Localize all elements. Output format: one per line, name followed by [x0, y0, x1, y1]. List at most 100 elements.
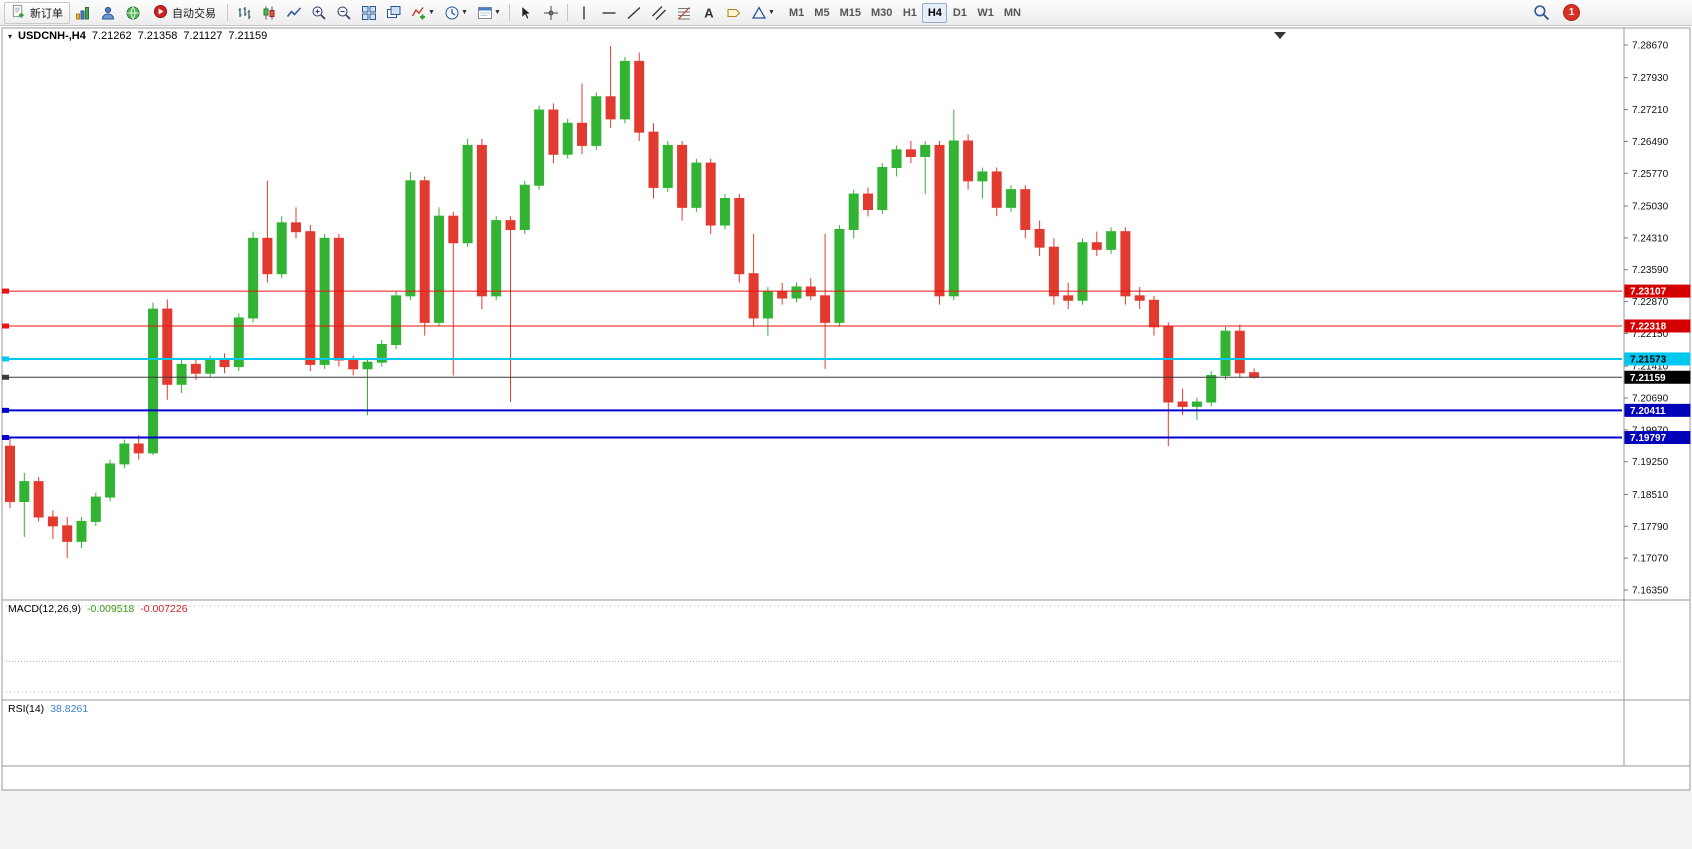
price-scale-label: 7.27210 [1632, 105, 1669, 116]
shapes-tool-button[interactable]: ▼ [747, 2, 779, 24]
bar-chart-mode-button[interactable] [232, 2, 256, 24]
candle-body [1106, 231, 1117, 250]
toolbar-separator [227, 4, 228, 21]
candle-body [5, 445, 15, 503]
profiles-button[interactable] [96, 2, 120, 24]
crosshair-tool-button[interactable] [539, 2, 563, 24]
shapes-caret-icon: ▼ [768, 9, 775, 16]
candle-body [762, 290, 773, 319]
indicators-button[interactable]: ▼ [407, 2, 439, 24]
zoom-in-button[interactable] [307, 2, 331, 24]
periods-button[interactable]: ▼ [440, 2, 472, 24]
timeframe-m1-button[interactable]: M1 [789, 6, 805, 19]
candle-body [963, 140, 974, 182]
candle-body [934, 144, 945, 297]
price-scale-label: 7.21410 [1632, 362, 1669, 373]
autotrading-button[interactable]: 自动交易 [146, 2, 223, 24]
notification-badge[interactable]: 1 [1563, 4, 1580, 21]
fibonacci-tool-button[interactable] [672, 2, 696, 24]
symbol-dropdown-icon[interactable]: ▾ [8, 31, 13, 41]
candle-body [1234, 330, 1245, 374]
candle-body [476, 144, 487, 297]
candle-body [691, 162, 702, 208]
candle-body [991, 171, 1002, 208]
candle-body [1177, 401, 1188, 407]
vertical-line-tool-button[interactable] [572, 2, 596, 24]
price-line-value: 7.19797 [1630, 433, 1667, 444]
price-scale-label: 7.18510 [1632, 490, 1669, 501]
market-watch-button[interactable] [121, 2, 145, 24]
horizontal-line-tool-button[interactable] [597, 2, 621, 24]
candle-body [248, 237, 259, 319]
zoom-out-button[interactable] [332, 2, 356, 24]
timeframe-d1-button[interactable]: D1 [952, 6, 967, 19]
line-left-marker [2, 374, 9, 380]
macd-indicator-label: MACD(12,26,9) -0.009518 -0.007226 [8, 603, 188, 615]
timeframe-h4-button[interactable]: H4 [922, 2, 948, 23]
line-left-marker [2, 288, 9, 294]
toolbar-separator [567, 4, 568, 21]
label-tool-button[interactable] [722, 2, 746, 24]
timeframe-h1-button[interactable]: H1 [902, 6, 917, 19]
chart-plot-area[interactable]: 7.28670 7.27930 7.27210 7.26490 7.25770 7.250… [0, 26, 1692, 849]
candle-body [734, 198, 745, 275]
candle-body [1120, 231, 1131, 297]
price-line-value-box [1624, 319, 1691, 333]
chart-header: ▾ USDCNH-,H4 7.21262 7.21358 7.21127 7.2… [8, 30, 267, 42]
candle-body [848, 193, 859, 230]
candle-body [419, 180, 430, 323]
toolbar-separator [509, 4, 510, 21]
price-scale-label: 7.22150 [1632, 329, 1669, 340]
candle-body [562, 122, 573, 155]
line-chart-mode-button[interactable] [282, 2, 306, 24]
line-left-marker [2, 435, 9, 441]
candle-body [219, 359, 230, 368]
channel-tool-button[interactable] [647, 2, 671, 24]
candle-body [1048, 246, 1059, 297]
timeframe-m15-button[interactable]: M15 [839, 6, 861, 19]
candle-body [291, 222, 301, 233]
candle-body [148, 308, 158, 454]
text-tool-button[interactable]: A [697, 2, 721, 24]
templates-button[interactable]: ▼ [473, 2, 505, 24]
line-left-marker [2, 356, 9, 362]
candle-body [534, 109, 545, 186]
candle-body [362, 361, 373, 370]
candle-body [1191, 401, 1202, 407]
candle-body [1063, 295, 1074, 301]
new-order-icon [11, 4, 26, 22]
timeframe-mn-button[interactable]: MN [1003, 6, 1021, 19]
candle-body [276, 222, 287, 275]
rsi-value: 38.8261 [50, 703, 89, 715]
price-line-value-box [1624, 284, 1691, 298]
rsi-indicator-label: RSI(14) 38.8261 [8, 703, 88, 715]
candle-body [47, 516, 58, 527]
candle-body [333, 237, 344, 361]
candle-body [791, 286, 802, 299]
macd-main-value: -0.009518 [86, 603, 135, 615]
price-line-value-box [1624, 431, 1691, 445]
candle-body [519, 184, 530, 230]
timeframe-w1-button[interactable]: W1 [977, 6, 994, 19]
timeframe-m5-button[interactable]: M5 [814, 6, 830, 19]
candle-body [548, 109, 559, 155]
candle-body [1034, 228, 1045, 248]
cursor-tool-button[interactable] [514, 2, 538, 24]
new-chart-button[interactable] [71, 2, 95, 24]
cascade-windows-button[interactable] [382, 2, 406, 24]
candle-body [391, 295, 402, 345]
candle-body [505, 220, 516, 230]
candle-body [1220, 330, 1231, 376]
ohlc-low: 7.21127 [183, 30, 223, 42]
symbol-label: USDCNH-,H4 [18, 30, 86, 42]
trendline-tool-button[interactable] [622, 2, 646, 24]
new-order-button[interactable]: 新订单 [4, 1, 70, 24]
candlestick-mode-button[interactable] [257, 2, 281, 24]
price-scale-label: 7.19970 [1632, 425, 1669, 436]
search-button[interactable] [1529, 2, 1553, 24]
autotrading-icon [153, 4, 168, 22]
timeframe-m30-button[interactable]: M30 [870, 6, 893, 19]
candle-body [305, 231, 316, 365]
candle-body [1163, 326, 1174, 403]
tile-windows-button[interactable] [357, 2, 381, 24]
